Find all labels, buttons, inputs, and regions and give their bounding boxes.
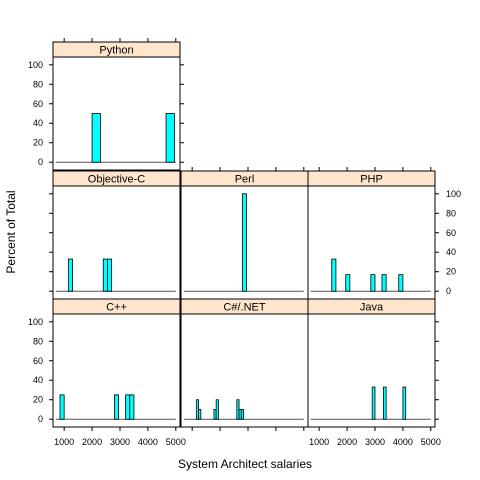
x-tick-label: 3000 <box>110 437 130 447</box>
x-tick-label: 5000 <box>421 437 441 447</box>
y-tick-label: 0 <box>38 157 43 167</box>
x-tick-label: 5000 <box>166 437 186 447</box>
strip-label-java: Java <box>360 302 384 314</box>
y-tick-label: 20 <box>33 138 43 148</box>
y-tick-label: 20 <box>33 395 43 405</box>
x-tick-label: 2000 <box>337 437 357 447</box>
panel-c-net: C#/.NET <box>180 298 309 428</box>
x-tick-label: 2000 <box>82 437 102 447</box>
bar-objective-c-2 <box>102 258 108 292</box>
axes-layer: 0204060801000204060801000204060801001000… <box>28 38 461 447</box>
y-tick-label: 40 <box>33 375 43 385</box>
panel-objective-c: Objective-C <box>52 170 181 300</box>
x-axis-title: System Architect salaries <box>178 457 312 471</box>
x-tick-label: 3000 <box>365 437 385 447</box>
bar-php-3 <box>370 274 376 292</box>
bar-python-2 <box>165 113 175 163</box>
bar-python-1 <box>91 113 101 163</box>
x-tick-label: 1000 <box>54 437 74 447</box>
y-tick-label: 0 <box>38 414 43 424</box>
bar-c-net-7 <box>240 409 244 420</box>
bar-php-1 <box>331 258 337 292</box>
panel-java: Java <box>307 298 436 428</box>
y-tick-label: 60 <box>446 228 456 238</box>
y-tick-label: 100 <box>28 60 43 70</box>
panels-layer: Python Objective-C Perl PHP C++ C#/.NET Java <box>52 41 436 428</box>
y-tick-label: 40 <box>446 247 456 257</box>
bar-c-1 <box>59 394 65 420</box>
y-axis-title: Percent of Total <box>4 190 18 273</box>
y-tick-label: 80 <box>33 336 43 346</box>
y-tick-label: 80 <box>446 208 456 218</box>
bar-php-5 <box>398 274 404 292</box>
bar-java-3 <box>402 386 407 420</box>
y-tick-label: 0 <box>446 286 451 296</box>
y-tick-label: 40 <box>33 118 43 128</box>
strip-label-perl: Perl <box>235 174 255 186</box>
strip-label-objective-c: Objective-C <box>88 174 146 186</box>
bar-java-1 <box>371 386 376 420</box>
bar-c-net-2 <box>198 409 202 420</box>
bar-perl-1 <box>242 193 247 292</box>
bar-c-4 <box>129 394 135 420</box>
y-tick-label: 20 <box>446 267 456 277</box>
strip-label-php: PHP <box>360 174 383 186</box>
y-tick-label: 100 <box>446 189 461 199</box>
y-tick-label: 80 <box>33 79 43 89</box>
bar-c-3 <box>125 394 131 420</box>
bar-objective-c-1 <box>67 258 73 292</box>
y-tick-label: 60 <box>33 99 43 109</box>
bar-java-2 <box>382 386 387 420</box>
panel-perl: Perl <box>180 170 309 300</box>
panel-python: Python <box>52 41 181 171</box>
strip-label-c-net: C#/.NET <box>223 302 265 314</box>
bar-objective-c-3 <box>107 258 113 292</box>
strip-label-python: Python <box>99 45 133 57</box>
plot-frame-java <box>307 313 436 428</box>
bar-php-2 <box>345 274 351 292</box>
plot-frame-python <box>52 56 181 171</box>
x-tick-label: 4000 <box>393 437 413 447</box>
bar-c-net-4 <box>215 399 219 420</box>
y-tick-label: 100 <box>28 317 43 327</box>
plot-frame-c <box>52 313 181 428</box>
panel-php: PHP <box>307 170 436 300</box>
bar-c-2 <box>114 394 119 420</box>
strip-label-c: C++ <box>106 302 127 314</box>
panel-c: C++ <box>52 298 181 428</box>
y-tick-label: 60 <box>33 356 43 366</box>
x-tick-label: 1000 <box>309 437 329 447</box>
bar-php-4 <box>381 274 387 292</box>
x-tick-label: 4000 <box>138 437 158 447</box>
